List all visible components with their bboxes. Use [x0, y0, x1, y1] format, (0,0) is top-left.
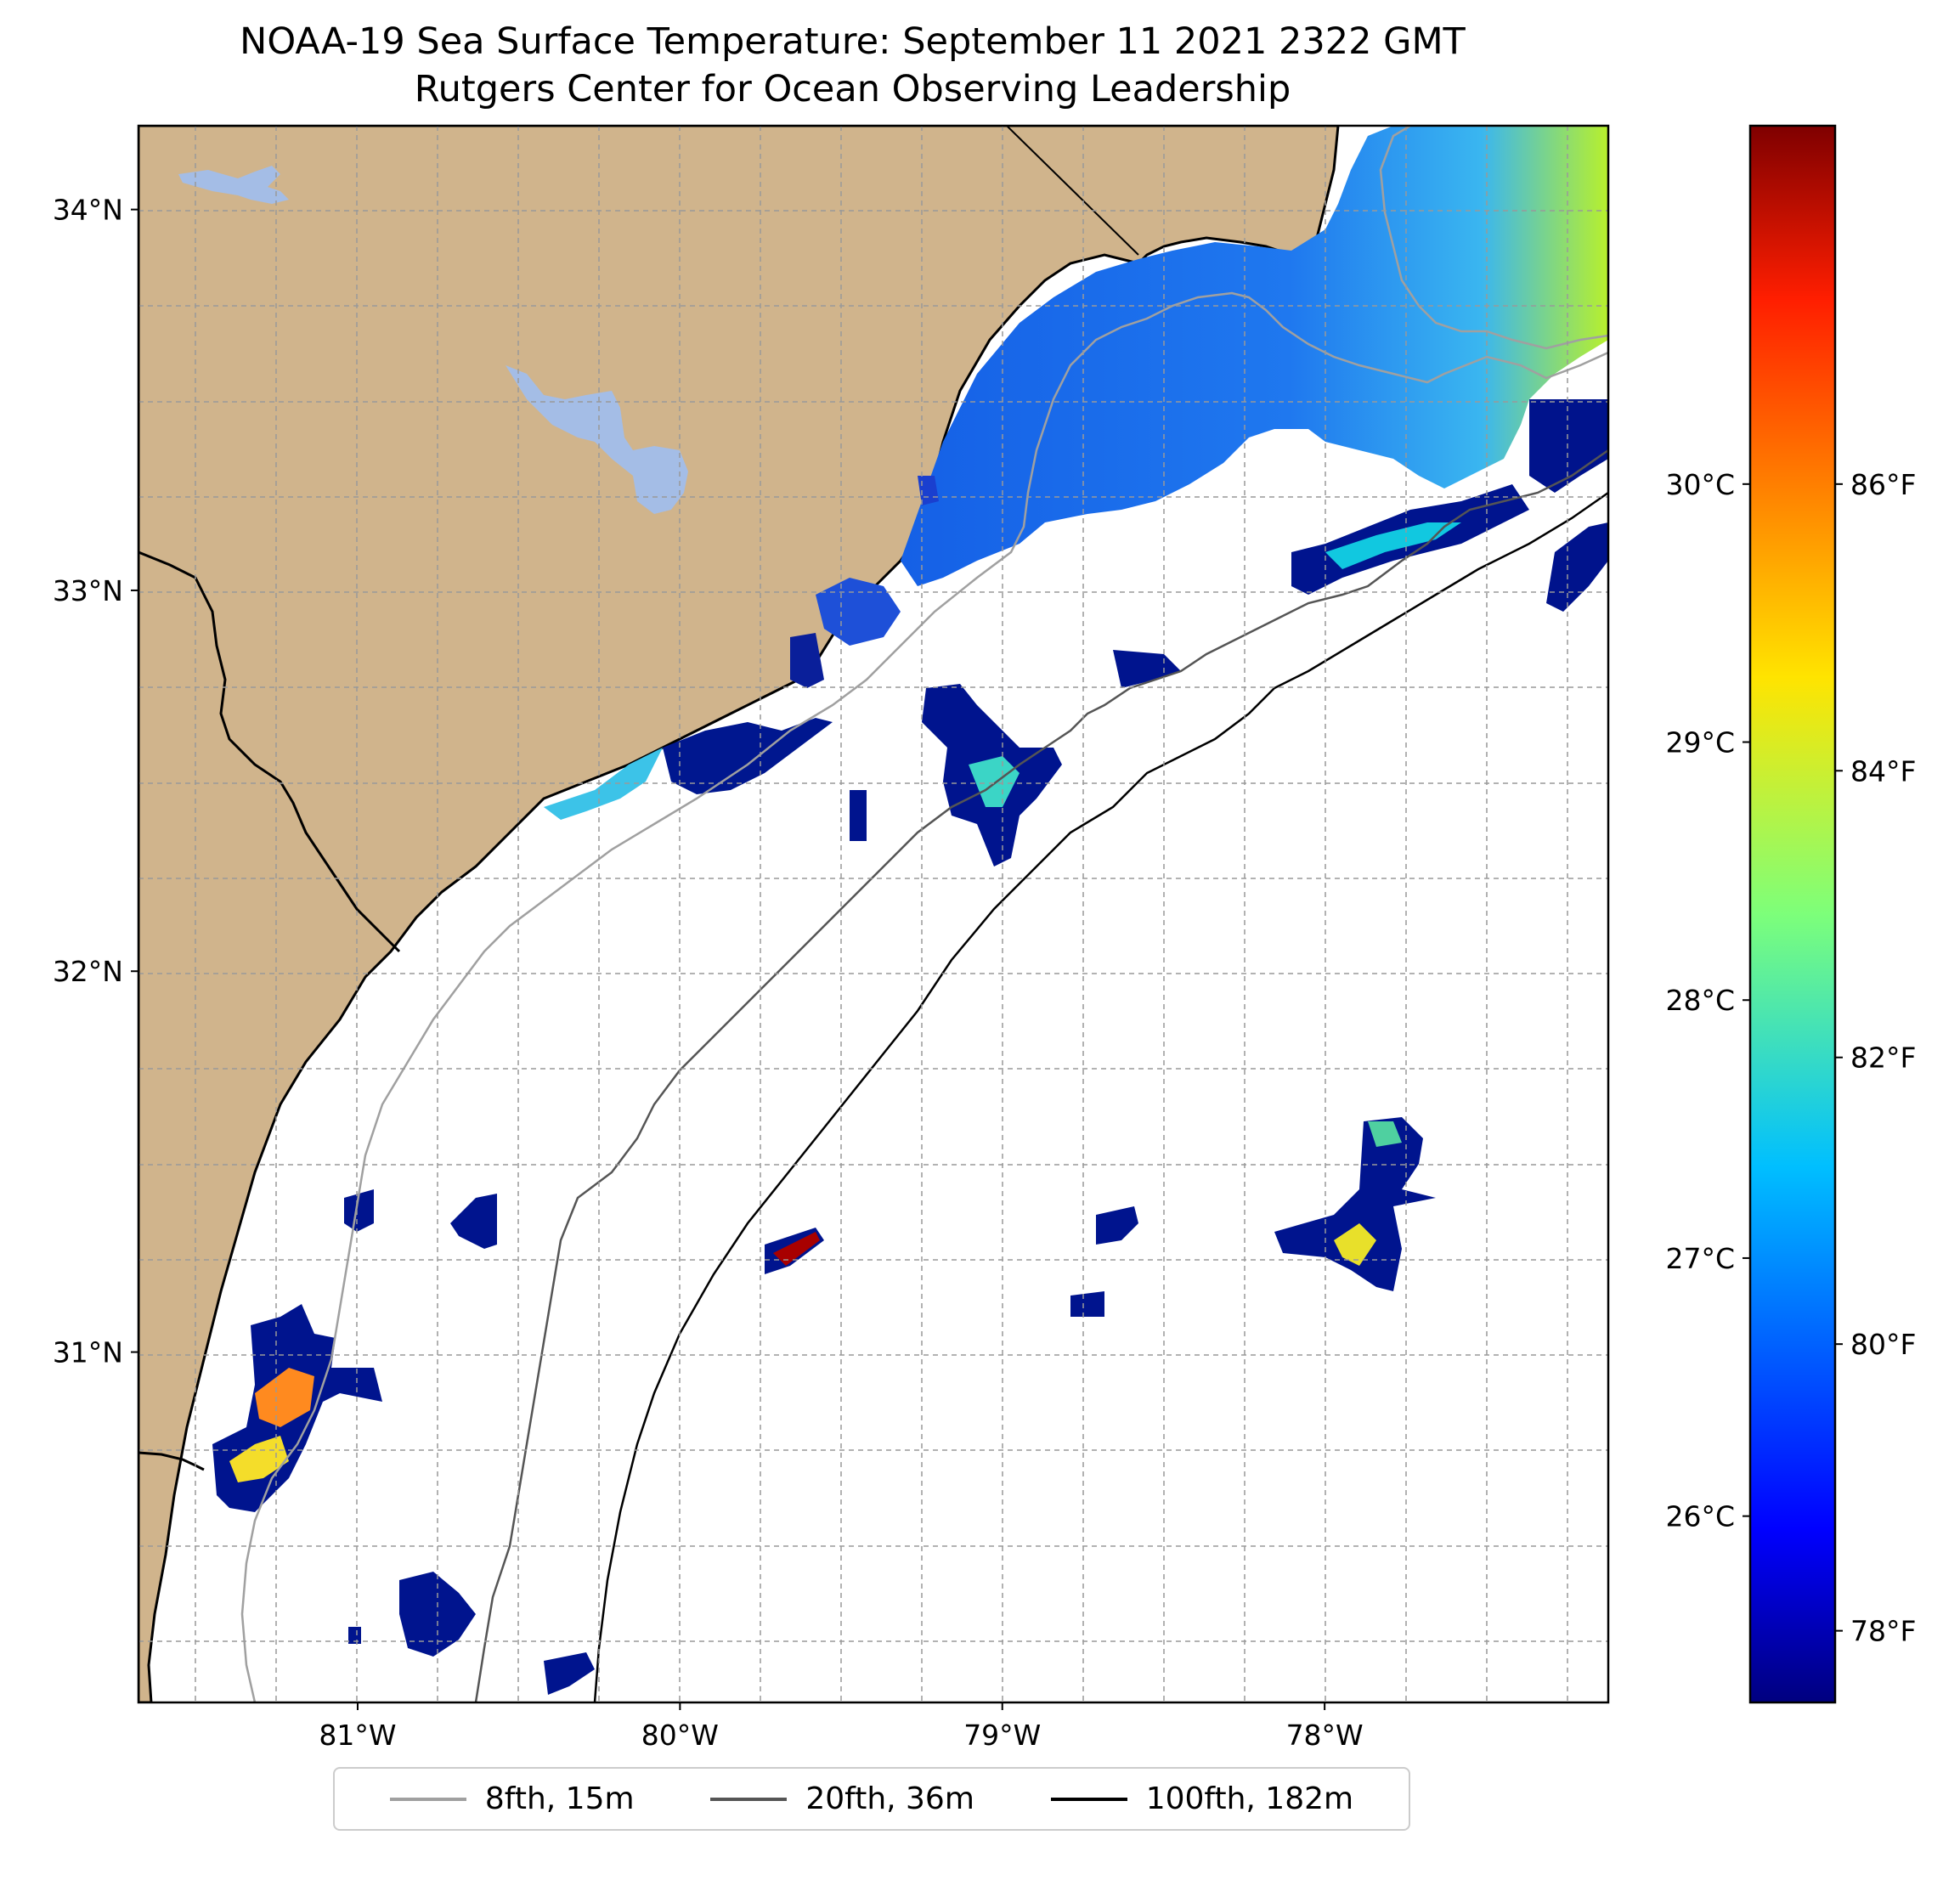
- lat-tick-label: 33°N: [53, 574, 123, 607]
- lon-tick-label: 78°W: [1286, 1719, 1364, 1752]
- sst-patch-cool: [918, 476, 939, 505]
- lon-tick-label: 79°W: [963, 1719, 1041, 1752]
- colorbar-celsius-label: 27°C: [1665, 1242, 1735, 1275]
- lat-tick-label: 31°N: [53, 1336, 123, 1369]
- legend-item-20fth: 20fth, 36m: [710, 1781, 974, 1816]
- legend-label: 100fth, 182m: [1145, 1781, 1354, 1816]
- legend-swatch: [1050, 1797, 1127, 1801]
- colorbar: [1748, 124, 1837, 1704]
- sst-patch-coastal: [816, 578, 901, 646]
- sst-patch-offshore: [1096, 1206, 1138, 1245]
- legend-label: 20fth, 36m: [805, 1781, 974, 1816]
- state-boundary: [138, 1451, 205, 1471]
- sst-patch-offshore: [1070, 1291, 1104, 1317]
- state-boundary: [138, 550, 401, 953]
- colorbar-fahrenheit-label: 82°F: [1850, 1042, 1916, 1075]
- colorbar-fahrenheit-axis: 78°F 80°F 82°F 84°F 86°F: [1835, 468, 1916, 1648]
- lat-tick-label: 34°N: [53, 194, 123, 227]
- legend-label: 8fth, 15m: [484, 1781, 635, 1816]
- contour-20fth: [474, 449, 1608, 1702]
- map-subtitle: Rutgers Center for Ocean Observing Leade…: [414, 68, 1291, 110]
- lon-tick-label: 81°W: [319, 1719, 396, 1752]
- colorbar-fahrenheit-label: 86°F: [1850, 468, 1916, 501]
- colorbar-celsius-label: 26°C: [1665, 1500, 1735, 1533]
- sst-patch-coastal: [544, 748, 663, 820]
- sst-patch-offshore: [450, 1194, 497, 1249]
- sst-patch-offshore: [1274, 1117, 1436, 1291]
- map-frame: [137, 124, 1610, 1704]
- lake: [178, 166, 289, 204]
- legend-item-100fth: 100fth, 182m: [1050, 1781, 1354, 1816]
- state-boundary: [1006, 126, 1139, 256]
- colorbar-fahrenheit-label: 84°F: [1850, 754, 1916, 788]
- sst-patch-warm: [255, 1368, 314, 1427]
- sst-patch-offshore: [969, 756, 1020, 807]
- sst-swath-north: [901, 126, 1608, 586]
- sst-patch-warm: [1334, 1223, 1376, 1266]
- colorbar-celsius-label: 30°C: [1665, 468, 1735, 501]
- contour-8fth: [1379, 126, 1608, 350]
- sst-patch-coastal: [663, 718, 833, 794]
- lat-axis: 34°N 33°N 32°N 31°N: [53, 194, 138, 1369]
- colorbar-celsius-axis: 26°C 27°C 28°C 29°C 30°C: [1665, 468, 1750, 1533]
- legend-item-8fth: 8fth, 15m: [389, 1781, 635, 1816]
- map-area: [138, 126, 1608, 1702]
- sst-patch-offshore: [544, 1652, 595, 1695]
- sst-patch-offshore: [1546, 522, 1608, 612]
- legend: 8fth, 15m 20fth, 36m 100fth, 182m: [333, 1767, 1410, 1831]
- map-title: NOAA-19 Sea Surface Temperature: Septemb…: [240, 20, 1466, 63]
- sst-patch-offshore: [850, 790, 867, 841]
- sst-patch-offshore: [348, 1627, 361, 1644]
- sst-patch-coastal: [790, 633, 824, 688]
- colorbar-fahrenheit-label: 78°F: [1850, 1615, 1916, 1648]
- sst-patch-warm: [229, 1436, 289, 1482]
- contour-100fth: [593, 491, 1608, 1702]
- sst-patch-cool: [1529, 399, 1608, 493]
- lat-tick-label: 32°N: [53, 955, 123, 988]
- colorbar-celsius-label: 29°C: [1665, 726, 1735, 759]
- sst-patch-offshore: [344, 1189, 374, 1232]
- gridlines: [138, 126, 1608, 1702]
- colorbar-celsius-label: 28°C: [1665, 984, 1735, 1017]
- colorbar-fahrenheit-label: 80°F: [1850, 1328, 1916, 1361]
- sst-patch-warm: [773, 1232, 820, 1266]
- sst-patch-offshore: [1325, 522, 1461, 569]
- lon-tick-label: 80°W: [641, 1719, 719, 1752]
- lon-axis: 81°W 80°W 79°W 78°W: [319, 1702, 1364, 1752]
- legend-swatch: [389, 1797, 466, 1801]
- sst-patch-cool: [1368, 1121, 1402, 1147]
- legend-swatch: [710, 1797, 788, 1801]
